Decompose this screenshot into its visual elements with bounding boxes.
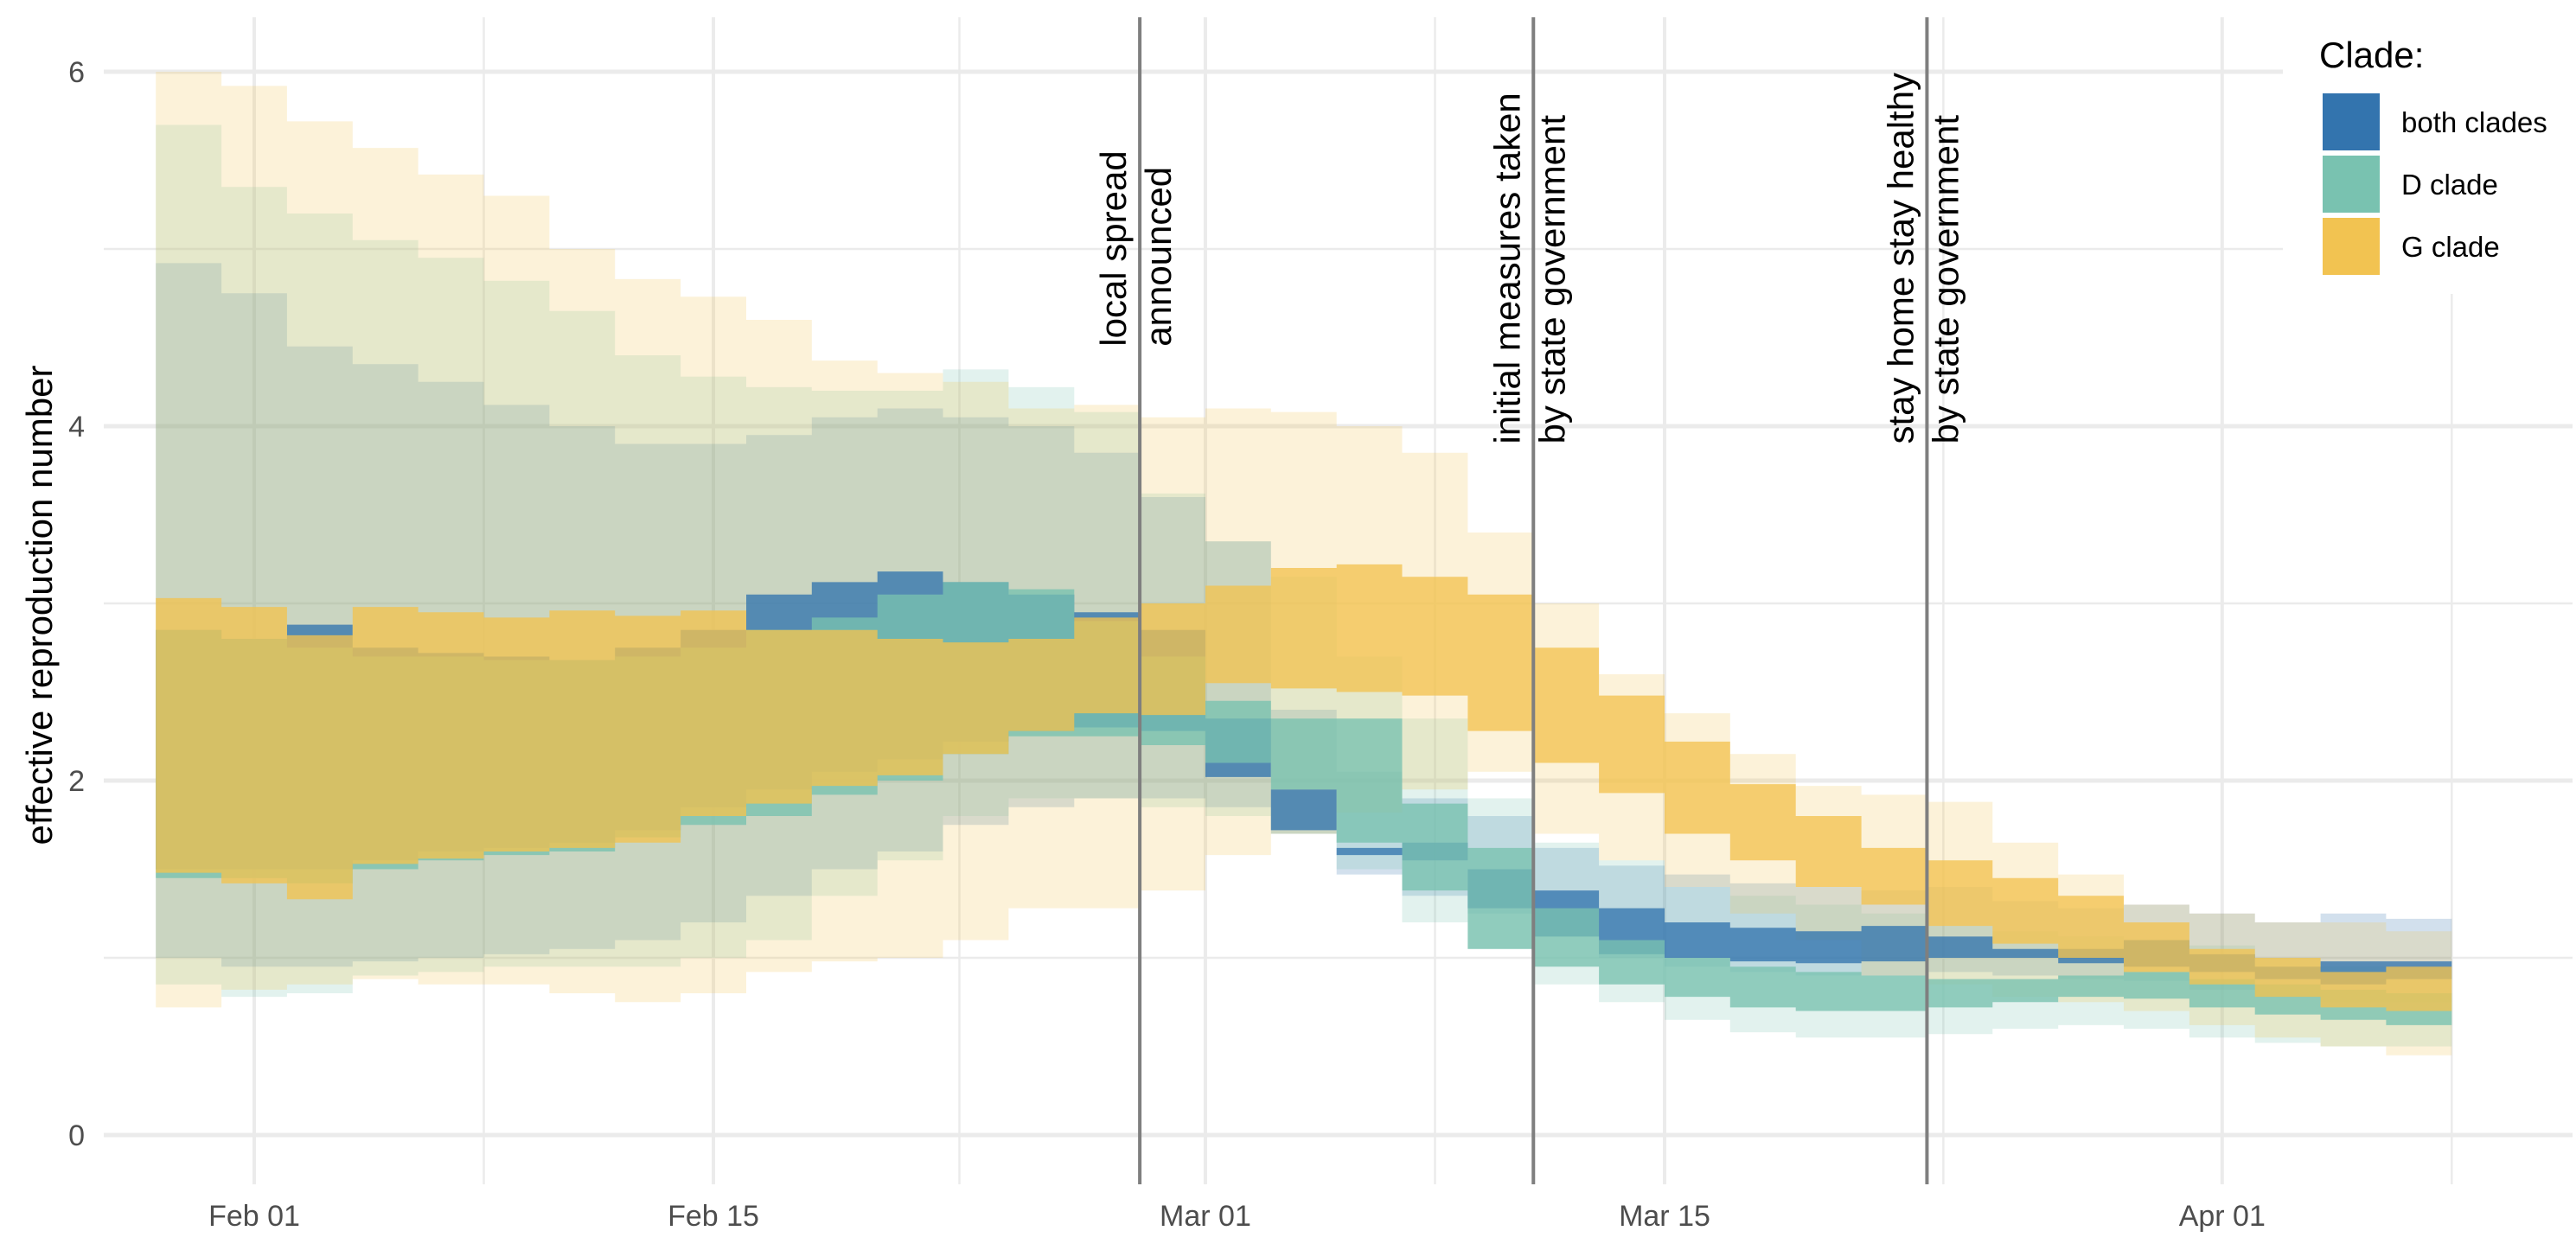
y-axis-title: effective reproduction number xyxy=(19,366,60,845)
event-annotation-line: by state government xyxy=(1925,115,1966,444)
y-tick-label: 4 xyxy=(68,411,85,443)
x-tick-label: Feb 15 xyxy=(668,1200,759,1233)
legend-key xyxy=(2323,218,2380,275)
ci50-ribbon-g-clade xyxy=(156,564,2452,1011)
event-annotation-line: by state government xyxy=(1531,115,1572,444)
event-annotation-line: stay home stay healthy xyxy=(1880,73,1921,444)
y-tick-label: 6 xyxy=(68,56,85,89)
legend-key xyxy=(2323,156,2380,213)
y-tick-label: 0 xyxy=(68,1119,85,1152)
x-tick-label: Mar 01 xyxy=(1160,1200,1251,1233)
x-tick-label: Feb 01 xyxy=(208,1200,300,1233)
legend-title: Clade: xyxy=(2319,35,2424,75)
event-annotation-line: announced xyxy=(1138,167,1179,347)
legend-key xyxy=(2323,93,2380,150)
legend-item: G clade xyxy=(2323,218,2500,275)
y-axis-ticks: 0 2 4 6 xyxy=(68,56,85,1152)
legend-item: both clades xyxy=(2323,93,2547,150)
legend-label: G clade xyxy=(2401,231,2500,263)
x-tick-label: Mar 15 xyxy=(1619,1200,1710,1233)
x-axis-ticks: Feb 01 Feb 15 Mar 01 Mar 15 Apr 01 xyxy=(208,1200,2266,1233)
x-tick-label: Apr 01 xyxy=(2179,1200,2266,1233)
legend-label: D clade xyxy=(2401,169,2498,201)
legend: Clade: both clades D clade G clade xyxy=(2283,17,2576,294)
event-annotations: local spread announced initial measures ta… xyxy=(1093,73,1966,444)
event-annotation-line: local spread xyxy=(1093,150,1134,346)
event-annotation-line: initial measures taken xyxy=(1486,92,1527,443)
ci50-ribbons xyxy=(156,564,2452,1025)
legend-label: both clades xyxy=(2401,106,2547,138)
y-tick-label: 2 xyxy=(68,765,85,798)
legend-item: D clade xyxy=(2323,156,2498,213)
event-lines xyxy=(1138,17,1929,1184)
